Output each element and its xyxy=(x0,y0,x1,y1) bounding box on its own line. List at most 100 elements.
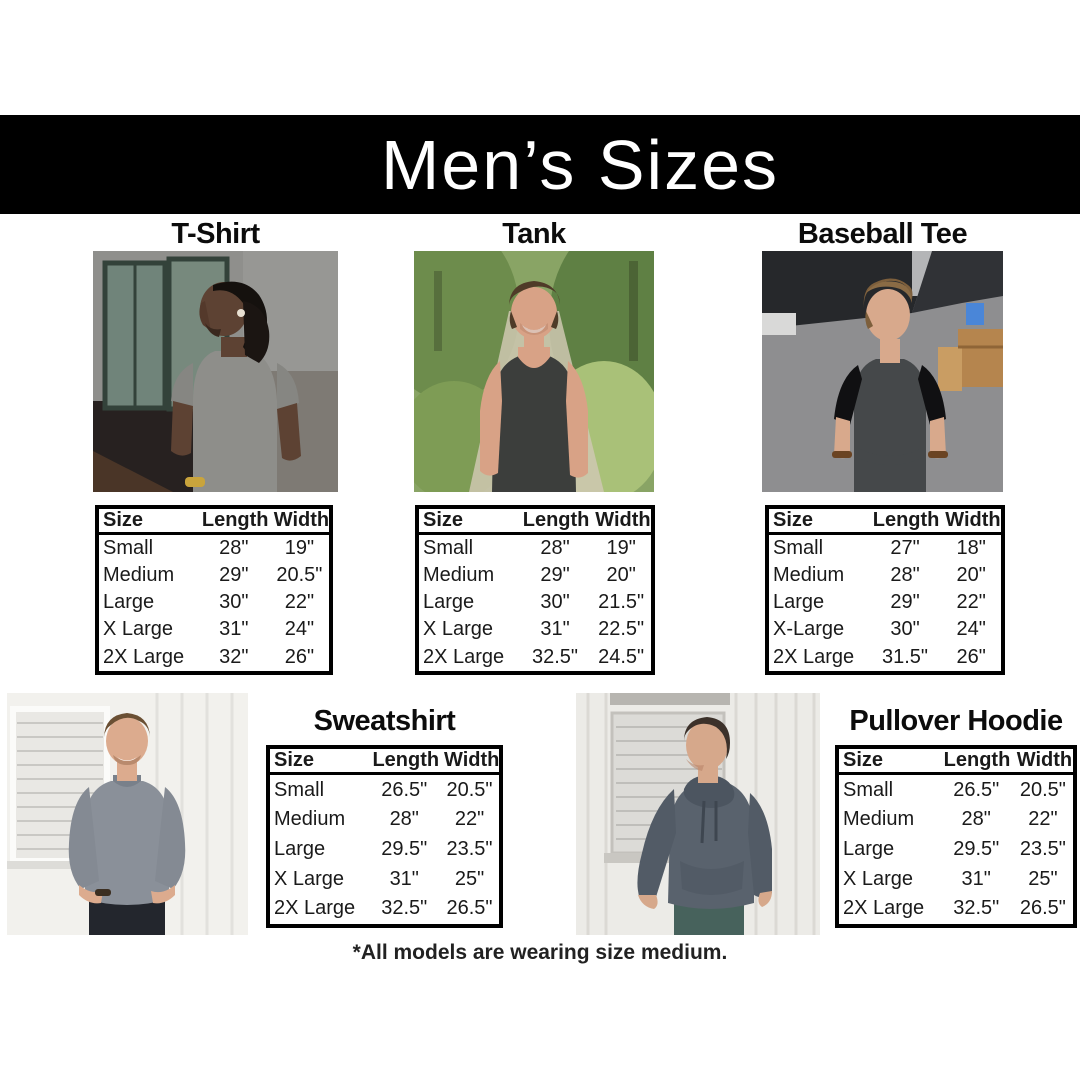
size-cell: X Large xyxy=(423,618,494,641)
table-row: Small 27" 18" xyxy=(767,534,1003,563)
width-cell: 24.5" xyxy=(598,645,645,668)
length-cell: 31" xyxy=(961,867,991,890)
section-title-tank: Tank xyxy=(502,218,566,250)
col-header-size: Size xyxy=(767,507,869,535)
size-cell: 2X Large xyxy=(423,645,505,668)
table-row: X Large 31" 24" xyxy=(97,616,331,643)
table-row: X Large 31" 22.5" xyxy=(417,616,653,643)
width-cell: 26" xyxy=(956,645,986,668)
width-cell: 19" xyxy=(284,537,315,560)
table-header-row: Size Length Width xyxy=(268,747,501,775)
table-row: Medium 28" 22" xyxy=(268,805,501,835)
col-header-width: Width xyxy=(1012,747,1075,775)
width-cell: 24" xyxy=(284,618,315,641)
col-header-size: Size xyxy=(97,507,198,535)
tank-model-illustration xyxy=(414,251,654,492)
table-row: 2X Large 32.5" 26.5" xyxy=(268,894,501,926)
table-row: 2X Large 32.5" 24.5" xyxy=(417,644,653,673)
section-title-sweatshirt: Sweatshirt xyxy=(313,705,456,737)
width-cell: 18" xyxy=(956,537,986,560)
col-header-width: Width xyxy=(269,507,331,535)
width-cell: 26" xyxy=(284,645,315,668)
width-cell: 20.5" xyxy=(1019,778,1066,801)
length-cell: 28" xyxy=(389,808,419,831)
table-row: Large 30" 22" xyxy=(97,589,331,616)
tshirt-model-photo xyxy=(93,251,338,492)
table-header-row: Size Length Width xyxy=(767,507,1003,535)
baseball-tee-size-table: Size Length Width Small 27" 18" Medium 28" 20… xyxy=(765,505,1005,675)
width-cell: 22" xyxy=(956,591,986,614)
table-row: X Large 31" 25" xyxy=(837,864,1075,894)
table-row: Small 26.5" 20.5" xyxy=(268,774,501,806)
width-cell: 22.5" xyxy=(598,618,645,641)
col-header-size: Size xyxy=(417,507,519,535)
page-title: Men’s Sizes xyxy=(380,125,780,204)
title-banner: Men’s Sizes xyxy=(0,115,1080,214)
col-header-width: Width xyxy=(591,507,653,535)
length-cell: 32.5" xyxy=(953,897,1000,920)
col-header-size: Size xyxy=(837,747,940,775)
col-header-width: Width xyxy=(941,507,1003,535)
pullover-hoodie-size-table: Size Length Width Small 26.5" 20.5" Medium 2… xyxy=(835,745,1077,928)
size-cell: X-Large xyxy=(773,618,845,641)
tank-size-table: Size Length Width Small 28" 19" Medium 29" 20… xyxy=(415,505,655,675)
section-title-tshirt: T-Shirt xyxy=(171,218,260,250)
width-cell: 22" xyxy=(1028,808,1058,831)
width-cell: 25" xyxy=(1028,867,1058,890)
size-cell: Medium xyxy=(103,564,175,587)
width-cell: 23.5" xyxy=(446,837,493,860)
size-cell: Small xyxy=(423,537,474,560)
section-title-baseball-tee: Baseball Tee xyxy=(797,218,968,250)
size-cell: Small xyxy=(773,537,824,560)
length-cell: 31" xyxy=(219,618,249,641)
length-cell: 32.5" xyxy=(381,897,428,920)
col-header-length: Length xyxy=(197,507,270,535)
length-cell: 31.5" xyxy=(882,645,929,668)
size-cell: Medium xyxy=(843,808,915,831)
length-cell: 29" xyxy=(219,564,249,587)
table-row: Large 29" 22" xyxy=(767,589,1003,616)
size-cell: 2X Large xyxy=(274,897,356,920)
size-cell: 2X Large xyxy=(843,897,925,920)
size-cell: Small xyxy=(843,778,894,801)
table-row: X Large 31" 25" xyxy=(268,864,501,894)
col-header-length: Length xyxy=(368,747,441,775)
table-header-row: Size Length Width xyxy=(837,747,1075,775)
width-cell: 21.5" xyxy=(598,591,645,614)
table-row: 2X Large 31.5" 26" xyxy=(767,644,1003,673)
size-cell: X Large xyxy=(274,867,345,890)
length-cell: 29.5" xyxy=(381,837,428,860)
table-row: Large 30" 21.5" xyxy=(417,589,653,616)
length-cell: 28" xyxy=(890,564,920,587)
table-header-row: Size Length Width xyxy=(417,507,653,535)
length-cell: 26.5" xyxy=(381,778,428,801)
table-row: Small 28" 19" xyxy=(97,534,331,563)
table-row: 2X Large 32.5" 26.5" xyxy=(837,894,1075,926)
width-cell: 20.5" xyxy=(446,778,493,801)
length-cell: 26.5" xyxy=(953,778,1000,801)
table-row: Small 28" 19" xyxy=(417,534,653,563)
table-row: Small 26.5" 20.5" xyxy=(837,774,1075,806)
size-cell: Large xyxy=(274,837,326,860)
col-header-length: Length xyxy=(939,747,1013,775)
length-cell: 31" xyxy=(540,618,570,641)
length-cell: 27" xyxy=(890,537,920,560)
length-cell: 28" xyxy=(961,808,991,831)
width-cell: 20.5" xyxy=(276,564,323,587)
length-cell: 30" xyxy=(890,618,920,641)
baseball-tee-model-illustration xyxy=(762,251,1003,492)
width-cell: 19" xyxy=(606,537,636,560)
length-cell: 30" xyxy=(540,591,570,614)
length-cell: 32.5" xyxy=(532,645,579,668)
length-cell: 31" xyxy=(389,867,419,890)
section-title-pullover-hoodie: Pullover Hoodie xyxy=(849,705,1063,737)
models-size-footnote: *All models are wearing size medium. xyxy=(352,941,728,964)
tshirt-model-illustration xyxy=(93,251,338,492)
pullover-hoodie-model-photo xyxy=(576,693,820,935)
col-header-length: Length xyxy=(518,507,592,535)
width-cell: 24" xyxy=(956,618,986,641)
sweatshirt-model-photo xyxy=(7,693,248,935)
length-cell: 29.5" xyxy=(953,837,1000,860)
size-cell: X Large xyxy=(103,618,174,641)
col-header-width: Width xyxy=(440,747,501,775)
